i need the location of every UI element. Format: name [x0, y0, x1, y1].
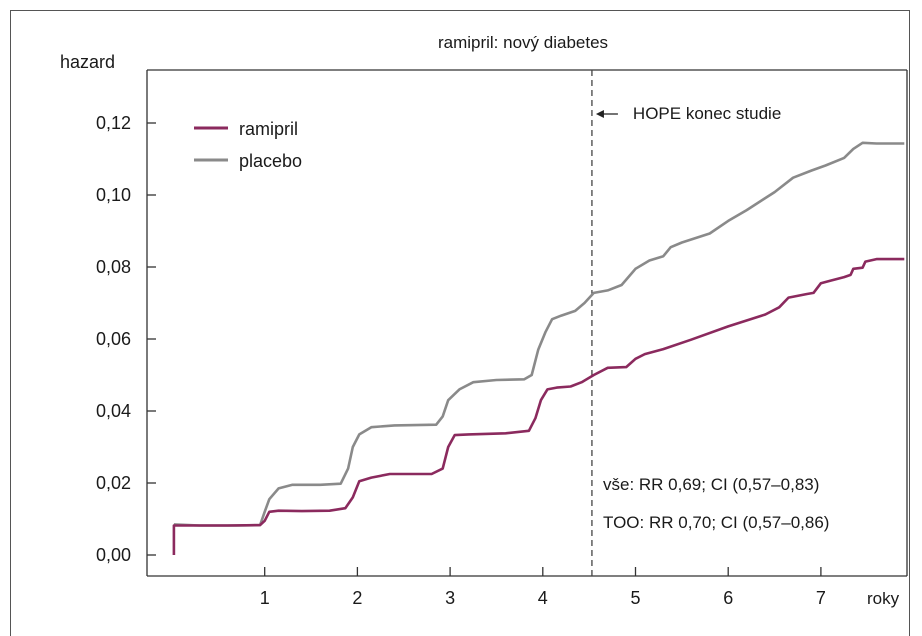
series-line-placebo — [173, 141, 905, 527]
x-tick-label: 1 — [260, 588, 270, 608]
y-tick-label: 0,12 — [96, 113, 131, 133]
y-tick-label: 0,10 — [96, 185, 131, 205]
x-tick-label: 3 — [445, 588, 455, 608]
x-tick-label: 2 — [352, 588, 362, 608]
legend: ramipril placebo — [194, 119, 302, 171]
figure-frame — [10, 10, 910, 636]
x-tick-label: 4 — [538, 588, 548, 608]
y-axis-label: hazard — [60, 52, 115, 72]
chart-title: ramipril: nový diabetes — [438, 33, 608, 52]
legend-label-placebo: placebo — [239, 151, 302, 171]
x-axis-label: roky — [867, 589, 900, 608]
x-tick-label: 7 — [816, 588, 826, 608]
series-line-ramipril — [172, 257, 905, 555]
annotation-too: TOO: RR 0,70; CI (0,57–0,86) — [603, 513, 829, 532]
x-tick-label: 5 — [630, 588, 640, 608]
hope-end-annotation: HOPE konec studie — [595, 104, 781, 123]
legend-label-ramipril: ramipril — [239, 119, 298, 139]
y-ticks: 0,00 0,02 0,04 0,06 0,08 0,10 0,12 — [96, 113, 156, 565]
x-tick-label: 6 — [723, 588, 733, 608]
annotation-all: vše: RR 0,69; CI (0,57–0,83) — [603, 475, 819, 494]
hope-end-label: HOPE konec studie — [633, 104, 781, 123]
y-tick-label: 0,00 — [96, 545, 131, 565]
y-tick-label: 0,02 — [96, 473, 131, 493]
y-tick-label: 0,04 — [96, 401, 131, 421]
x-ticks: 1 2 3 4 5 6 7 — [260, 567, 826, 608]
y-tick-label: 0,06 — [96, 329, 131, 349]
y-tick-label: 0,08 — [96, 257, 131, 277]
